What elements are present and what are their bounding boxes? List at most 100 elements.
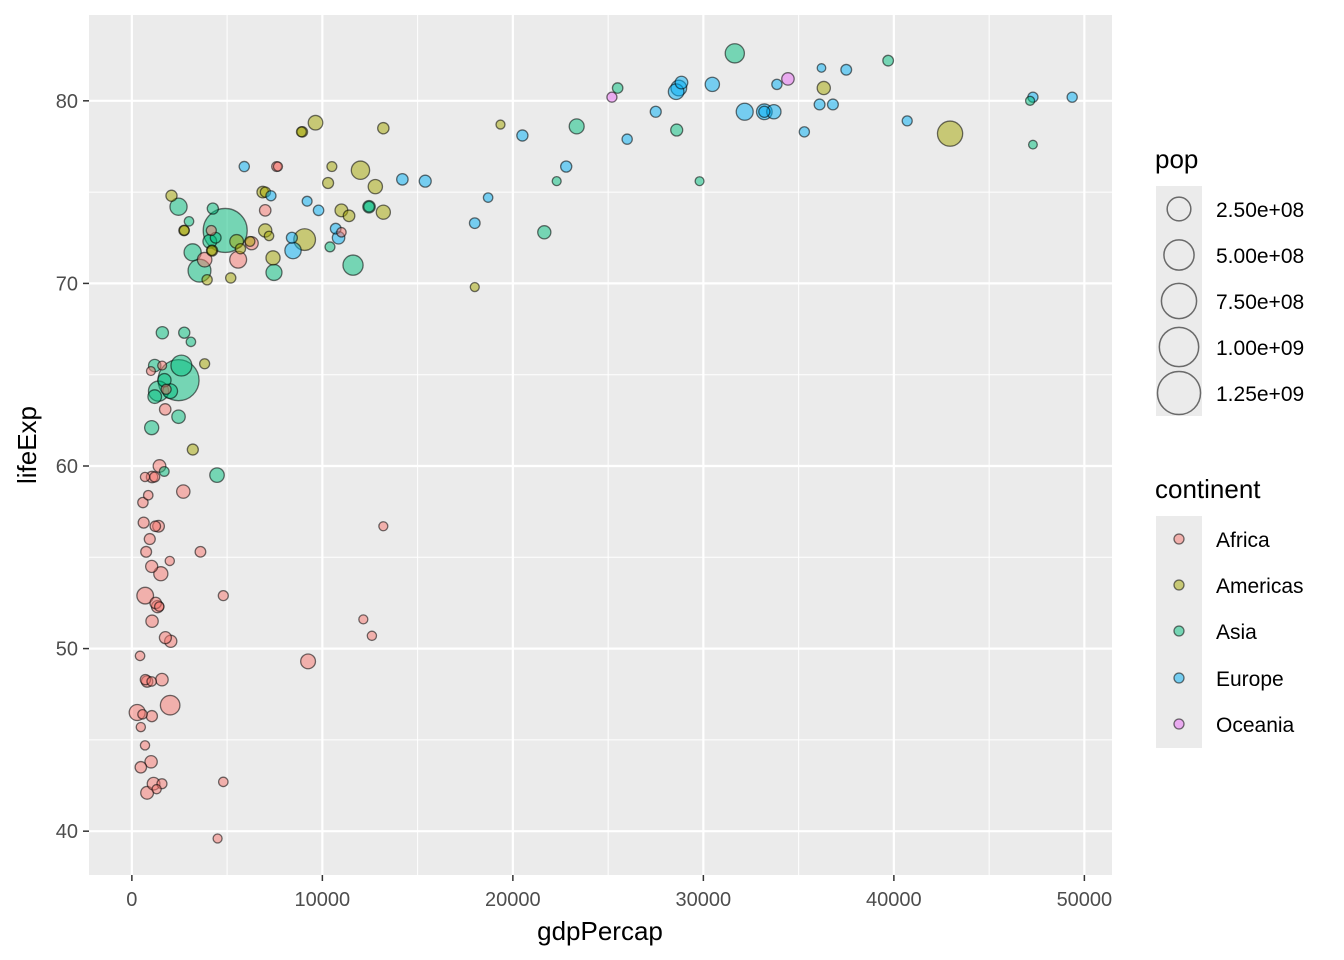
data-point-africa	[134, 760, 148, 774]
data-point-africa	[217, 776, 229, 788]
data-point-asia	[324, 241, 336, 253]
size-legend-items: 2.50e+08 5.00e+08 7.50e+08 1.00e+09 1.25e+09	[1156, 196, 1304, 416]
data-point-asia	[183, 215, 195, 227]
data-point-europe	[816, 63, 827, 73]
color-legend-key-americas	[1173, 579, 1185, 591]
data-point-africa	[160, 383, 172, 395]
data-point-europe	[813, 98, 826, 111]
x-tick-label: 0	[126, 889, 137, 911]
size-legend-key	[1163, 239, 1195, 271]
data-point-africa	[194, 545, 207, 558]
data-point-africa	[144, 559, 159, 574]
data-point-africa	[258, 204, 272, 217]
x-tick-label: 10000	[295, 889, 351, 911]
y-tick-label: 40	[56, 821, 78, 843]
data-point-africa	[205, 224, 217, 237]
data-point-americas	[350, 160, 371, 181]
data-point-asia	[158, 465, 170, 477]
data-point-africa	[217, 589, 229, 602]
data-point-africa	[134, 650, 146, 662]
color-legend-title: continent	[1155, 474, 1261, 504]
data-point-asia	[882, 54, 895, 67]
data-point-asia	[724, 43, 746, 64]
data-point-africa	[336, 226, 347, 238]
size-legend-key	[1166, 196, 1192, 222]
data-point-africa	[149, 520, 162, 533]
data-point-americas	[936, 120, 964, 147]
data-point-americas	[375, 204, 392, 220]
data-point-africa	[149, 471, 161, 483]
data-point-asia	[143, 419, 160, 436]
data-point-europe	[798, 126, 811, 138]
data-point-asia	[178, 326, 191, 339]
size-legend-key	[1160, 282, 1198, 320]
data-point-asia	[342, 254, 364, 276]
size-legend-label: 5.00e+08	[1216, 245, 1304, 268]
color-legend-label-europe: Europe	[1216, 668, 1284, 691]
data-point-americas	[326, 160, 338, 173]
y-tick-label: 60	[56, 456, 78, 478]
data-point-africa	[158, 630, 173, 645]
data-point-americas	[377, 121, 390, 135]
data-point-americas	[206, 245, 218, 257]
data-point-asia	[537, 225, 552, 240]
y-axis: 40 50 60 70 80	[56, 91, 89, 843]
data-point-africa	[155, 672, 169, 687]
color-legend-label-oceania: Oceania	[1216, 714, 1295, 737]
data-point-africa	[139, 471, 151, 483]
data-point-americas	[469, 281, 480, 293]
size-legend: pop 2.50e+08 5.00e+08 7.50e+08 1.00e+09 1.25…	[1155, 144, 1304, 416]
data-point-asia	[206, 202, 220, 215]
data-point-europe	[771, 78, 783, 91]
data-point-europe	[559, 160, 573, 173]
data-point-africa	[159, 694, 181, 716]
data-point-americas	[234, 242, 247, 255]
data-point-asia	[568, 118, 585, 135]
data-point-asia	[551, 176, 562, 187]
color-legend-items: Africa Americas Asia Europe Oceania	[1173, 529, 1304, 737]
data-point-africa	[137, 708, 148, 720]
size-legend-label: 7.50e+08	[1216, 291, 1304, 314]
data-point-europe	[516, 129, 529, 142]
data-point-africa	[137, 516, 150, 529]
color-legend-label-asia: Asia	[1216, 621, 1257, 644]
data-point-asia	[170, 354, 193, 377]
data-point-africa	[196, 251, 213, 268]
data-point-europe	[396, 172, 409, 186]
data-point-europe	[285, 231, 299, 244]
x-tick-label: 30000	[676, 889, 732, 911]
data-point-africa	[139, 740, 151, 751]
data-point-europe	[468, 217, 481, 230]
data-point-americas	[367, 178, 384, 195]
data-point-americas	[321, 176, 335, 190]
data-point-americas	[307, 114, 324, 131]
data-point-africa	[158, 403, 172, 416]
color-legend-label-americas: Americas	[1216, 575, 1304, 598]
major-grid	[89, 15, 1112, 875]
data-point-africa	[157, 360, 168, 371]
data-point-africa	[153, 601, 165, 612]
color-legend-key-oceania	[1173, 718, 1185, 730]
data-point-europe	[238, 160, 251, 173]
data-point-asia	[265, 263, 283, 282]
data-points	[128, 43, 1078, 844]
data-point-americas	[263, 230, 275, 242]
data-point-europe	[649, 105, 662, 118]
data-point-americas	[178, 224, 190, 236]
data-point-oceania	[781, 72, 795, 86]
data-point-europe	[840, 63, 853, 76]
data-point-africa	[143, 532, 156, 546]
data-point-europe	[482, 192, 494, 203]
data-point-africa	[136, 586, 155, 605]
data-point-asia	[209, 467, 225, 484]
data-point-africa	[378, 521, 389, 532]
data-point-europe	[704, 76, 721, 93]
size-legend-key	[1158, 326, 1200, 368]
size-legend-title: pop	[1155, 144, 1198, 174]
data-point-americas	[165, 189, 178, 202]
y-tick-label: 80	[56, 91, 78, 113]
y-tick-label: 50	[56, 639, 78, 661]
data-point-africa	[145, 709, 159, 723]
data-point-asia	[169, 197, 188, 216]
data-point-asia	[183, 243, 202, 262]
